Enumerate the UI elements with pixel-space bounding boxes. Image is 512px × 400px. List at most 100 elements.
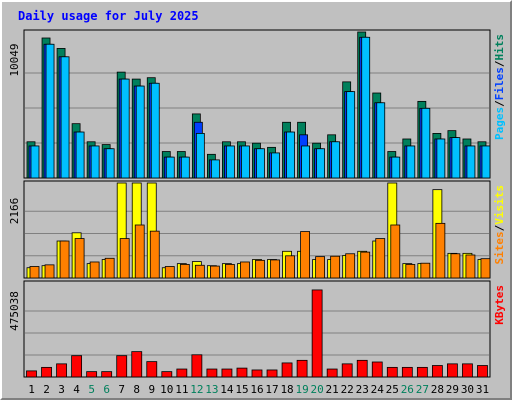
bar-kbytes-day-31 (477, 365, 488, 378)
x-tick-label-day-10: 10 (160, 383, 173, 396)
bar-kbytes-day-19 (296, 359, 308, 378)
bar-pages-day-22 (346, 91, 356, 179)
bar-pages-day-29 (451, 137, 461, 179)
x-tick-label-day-7: 7 (118, 383, 125, 396)
bar-sites-day-23 (360, 251, 371, 279)
x-tick-label-day-15: 15 (235, 383, 248, 396)
legend-entry-files: Files (493, 67, 506, 100)
legend-entry-visits: Visits (493, 185, 506, 225)
bar-sites-day-2 (44, 264, 55, 279)
bar-sites-day-7 (119, 238, 130, 279)
bar-sites-day-6 (104, 257, 115, 279)
x-tick-label-day-30: 30 (461, 383, 474, 396)
bar-kbytes-day-8 (131, 351, 143, 378)
x-tick-label-day-5: 5 (88, 383, 95, 396)
bar-kbytes-day-27 (416, 366, 428, 378)
bar-sites-day-29 (450, 253, 461, 279)
bar-sites-day-17 (270, 259, 280, 279)
bar-kbytes-day-10 (161, 371, 173, 378)
bar-pages-day-16 (256, 148, 265, 179)
bar-sites-day-27 (420, 262, 431, 279)
bar-kbytes-day-11 (176, 368, 188, 378)
x-tick-label-day-1: 1 (28, 383, 35, 396)
bar-kbytes-day-5 (86, 371, 98, 378)
bar-kbytes-day-24 (371, 361, 383, 378)
bar-pages-day-15 (241, 145, 250, 179)
bar-kbytes-day-22 (341, 363, 353, 378)
legend-entry-separator: / (493, 224, 506, 231)
legend-entry-pages: Pages (493, 107, 506, 140)
bar-kbytes-day-12 (191, 354, 203, 378)
x-tick-label-day-2: 2 (43, 383, 50, 396)
bar-pages-day-17 (271, 152, 280, 179)
bar-kbytes-day-4 (71, 355, 83, 378)
bar-sites-day-25 (390, 224, 401, 279)
bar-pages-day-1 (30, 145, 40, 179)
bar-kbytes-day-26 (401, 366, 413, 378)
bar-kbytes-day-23 (356, 359, 368, 378)
bar-sites-day-20 (315, 256, 326, 279)
x-tick-label-day-9: 9 (148, 383, 155, 396)
bar-pages-day-26 (406, 145, 416, 179)
bar-pages-day-4 (75, 131, 85, 179)
bar-kbytes-day-21 (326, 368, 338, 378)
bar-pages-day-6 (105, 148, 115, 179)
axis-max-label-kbytes: 475038 (8, 291, 21, 331)
bar-sites-day-11 (179, 264, 190, 279)
x-tick-label-day-14: 14 (220, 383, 234, 396)
bar-sites-day-14 (225, 264, 235, 279)
x-tick-label-day-21: 21 (326, 383, 339, 396)
x-tick-label-day-13: 13 (205, 383, 218, 396)
bar-pages-day-13 (210, 159, 220, 179)
x-tick-label-day-24: 24 (371, 383, 385, 396)
legend-entry-separator: / (493, 100, 506, 107)
panel-kbytes (23, 280, 491, 378)
legend-hits-files-pages: Pages/Files/Hits (493, 34, 506, 140)
bar-pages-day-25 (391, 156, 401, 179)
bar-kbytes-day-7 (116, 355, 128, 378)
x-tick-label-day-11: 11 (175, 383, 188, 396)
bar-pages-day-20 (316, 148, 326, 179)
bar-pages-day-21 (331, 141, 341, 179)
bar-kbytes-day-15 (236, 367, 248, 378)
x-tick-label-day-29: 29 (446, 383, 459, 396)
x-tick-label-day-4: 4 (73, 383, 80, 396)
chart-title: Daily usage for July 2025 (18, 9, 199, 23)
bar-sites-day-19 (300, 231, 310, 279)
bar-kbytes-day-13 (206, 368, 218, 378)
x-tick-label-day-26: 26 (401, 383, 414, 396)
bar-sites-day-21 (330, 255, 341, 279)
bar-sites-day-18 (285, 255, 295, 279)
legend-kbytes: KBytes (493, 285, 506, 325)
bar-kbytes-day-9 (146, 361, 158, 378)
x-tick-label-day-22: 22 (341, 383, 354, 396)
x-tick-label-day-12: 12 (190, 383, 203, 396)
bar-sites-day-24 (375, 238, 386, 279)
bar-kbytes-day-20 (311, 289, 323, 378)
bar-pages-day-9 (150, 82, 160, 179)
bar-sites-day-26 (405, 264, 416, 279)
bar-pages-day-14 (226, 145, 235, 179)
x-tick-label-day-23: 23 (356, 383, 369, 396)
bar-pages-day-19 (301, 145, 310, 179)
legend-entry-separator: / (493, 60, 506, 67)
bar-sites-day-1 (29, 266, 40, 279)
bar-pages-day-11 (180, 156, 190, 179)
bar-pages-day-2 (45, 43, 55, 179)
bar-kbytes-day-29 (447, 363, 458, 378)
bar-kbytes-day-17 (266, 369, 278, 378)
legend-entry-hits: Hits (493, 34, 506, 61)
x-tick-label-day-19: 19 (295, 383, 308, 396)
bar-sites-day-12 (194, 264, 205, 279)
bar-pages-day-28 (436, 138, 446, 179)
axis-max-label-visits-sites: 2166 (8, 198, 21, 225)
x-tick-label-day-8: 8 (133, 383, 140, 396)
legend-entry-kbytes: KBytes (493, 285, 506, 325)
bar-pages-day-8 (135, 85, 145, 179)
bar-pages-day-24 (376, 102, 386, 179)
bar-pages-day-18 (286, 131, 295, 179)
bar-sites-day-4 (74, 238, 85, 279)
bar-sites-day-15 (240, 261, 250, 279)
bar-kbytes-day-3 (56, 363, 67, 378)
legend-entry-sites: Sites (493, 231, 506, 264)
